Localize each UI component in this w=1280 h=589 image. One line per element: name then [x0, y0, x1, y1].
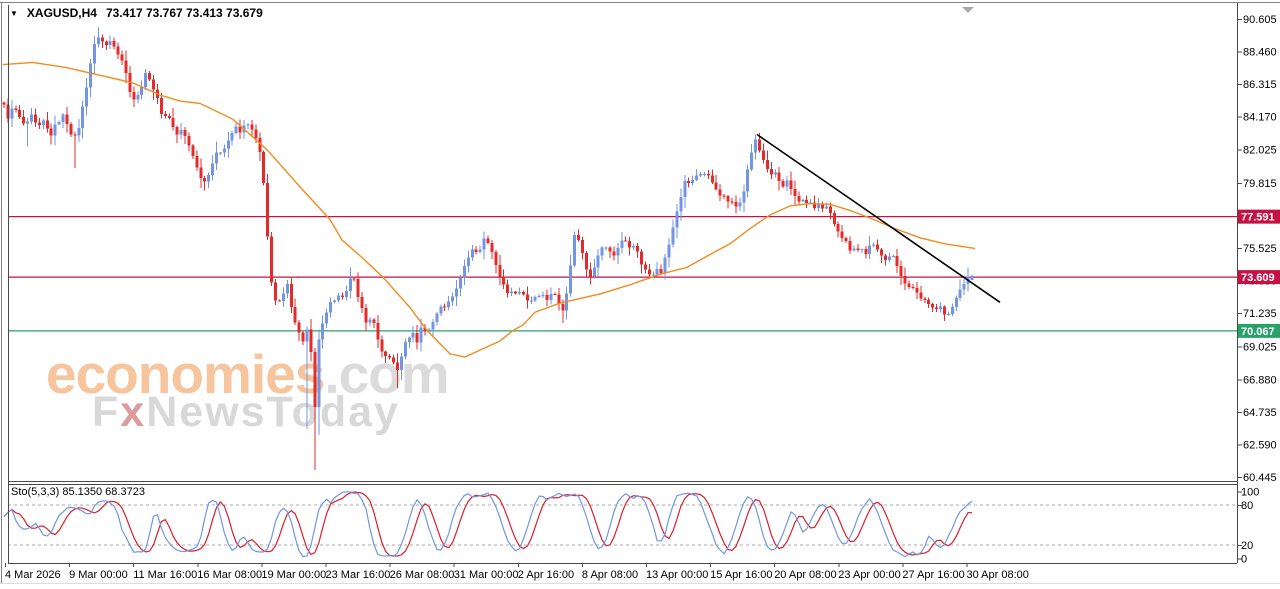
price-badge-text: 77.591 — [1241, 212, 1275, 224]
price-tick-label: 60.445 — [1243, 472, 1277, 484]
time-axis: 4 Mar 2026 9 Mar 00:00 11 Mar 16:00 16 Mar … — [5, 569, 1029, 581]
time-tick-label: 26 Mar 08:00 — [390, 569, 455, 581]
price-tick-label: 71.235 — [1243, 308, 1277, 320]
price-badge-70.067 — [1238, 323, 1280, 338]
stoch-tick-label: 100 — [1241, 487, 1259, 499]
price-tick-label: 64.735 — [1243, 407, 1277, 419]
time-tick-label: 15 Apr 16:00 — [710, 569, 772, 581]
time-tick-label: 4 Mar 2026 — [5, 569, 61, 581]
price-tick-label: 84.170 — [1243, 112, 1277, 124]
price-tick-label: 62.590 — [1243, 439, 1277, 451]
time-tick-label: 23 Mar 16:00 — [326, 569, 391, 581]
ma-layer — [2, 61, 976, 358]
price-tick-label: 82.025 — [1243, 144, 1277, 156]
watermark-x: x — [120, 388, 147, 436]
price-badge-text: 73.609 — [1241, 272, 1275, 284]
price-tick-label: 90.605 — [1243, 14, 1277, 26]
time-tick-label: 13 Apr 00:00 — [646, 569, 708, 581]
moving-average-line[interactable] — [2, 61, 976, 358]
stoch-tick-label: 20 — [1241, 540, 1253, 552]
time-tick-label: 27 Apr 16:00 — [902, 569, 964, 581]
time-tick-label: 19 Mar 00:00 — [261, 569, 326, 581]
time-tick-label: 16 Mar 08:00 — [197, 569, 262, 581]
time-tick-label: 23 Apr 00:00 — [838, 569, 900, 581]
time-tick-label: 11 Mar 16:00 — [133, 569, 197, 581]
ohlc-values: 73.417 73.767 73.413 73.679 — [105, 6, 263, 20]
stoch-tick-label: 80 — [1241, 500, 1253, 512]
stoch-main-line[interactable] — [3, 491, 973, 558]
stoch-signal-line[interactable] — [3, 491, 973, 557]
price-tick-label: 86.315 — [1243, 79, 1277, 91]
time-tick-label: 31 Mar 00:00 — [454, 569, 519, 581]
price-badge-77.591 — [1238, 209, 1280, 224]
stochastic-layer — [3, 491, 1237, 558]
chart-title-bar: ▼ XAGUSD,H4 73.417 73.767 73.413 73.679 — [10, 6, 263, 20]
price-tick-label: 75.525 — [1243, 243, 1277, 255]
price-badges: 77.591 73.609 70.067 — [1238, 209, 1280, 338]
watermark-economies: economies.com — [46, 342, 450, 406]
stoch-tick-label: 0 — [1241, 554, 1247, 566]
horizontal-lines-layer — [8, 216, 1237, 332]
symbol-dropdown-icon[interactable]: ▼ — [10, 8, 18, 18]
descending-trendline[interactable] — [756, 133, 1001, 303]
price-badge-text: 70.067 — [1241, 326, 1275, 338]
chart-shift-marker-icon[interactable] — [962, 7, 974, 13]
price-tick-label: 69.025 — [1243, 342, 1277, 354]
candles-layer — [2, 27, 974, 471]
price-tick-label: 88.460 — [1243, 47, 1277, 59]
time-tick-label: 9 Mar 00:00 — [69, 569, 128, 581]
price-badge-73.609 — [1238, 270, 1280, 285]
price-tick-label: 66.880 — [1243, 374, 1277, 386]
watermark-rest: NewsToday — [146, 388, 400, 436]
time-tick-label: 30 Apr 08:00 — [967, 569, 1029, 581]
watermark-f: F — [92, 388, 121, 436]
watermark-brand: economies — [46, 343, 325, 405]
price-axis: 90.605 88.460 86.315 84.170 82.025 79.815 75.5… — [1243, 14, 1277, 484]
time-tick-label: 20 Apr 08:00 — [774, 569, 836, 581]
time-tick-label: 8 Apr 08:00 — [582, 569, 638, 581]
trendline-layer — [756, 133, 1001, 303]
watermark-fxnewstoday: FxNewsToday — [92, 388, 400, 437]
symbol-timeframe-label: XAGUSD,H4 — [26, 6, 97, 20]
price-tick-label: 79.815 — [1243, 178, 1277, 190]
time-tick-label: 2 Apr 16:00 — [518, 569, 574, 581]
stochastic-indicator-label: Sto(5,3,3) 85.1350 68.3723 — [11, 486, 145, 498]
